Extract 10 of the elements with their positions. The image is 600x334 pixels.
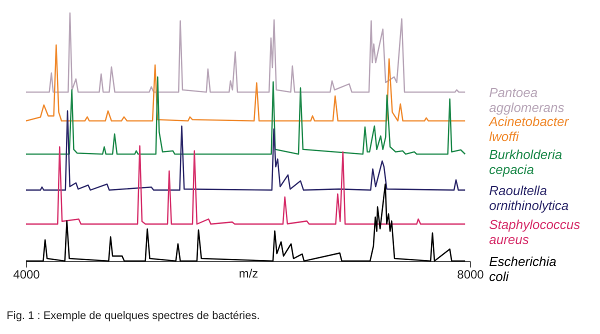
series-label: Escherichia coli <box>489 254 556 284</box>
x-tick-label: 4000 <box>13 268 40 282</box>
series-label: Acinetobacter lwoffi <box>488 114 570 144</box>
series-label: Pantoea agglomerans <box>489 85 565 116</box>
x-tick-label: 8000 <box>457 268 484 282</box>
series-label: Staphylococcus aureus <box>489 217 581 248</box>
series-label: Burkholderia cepacia <box>489 147 562 178</box>
series-label: Raoultella ornithinolytica <box>489 183 569 214</box>
caption: Fig. 1 : Exemple de quelques spectres de bactéries. <box>6 310 260 322</box>
x-axis-title: m/z <box>238 266 258 280</box>
